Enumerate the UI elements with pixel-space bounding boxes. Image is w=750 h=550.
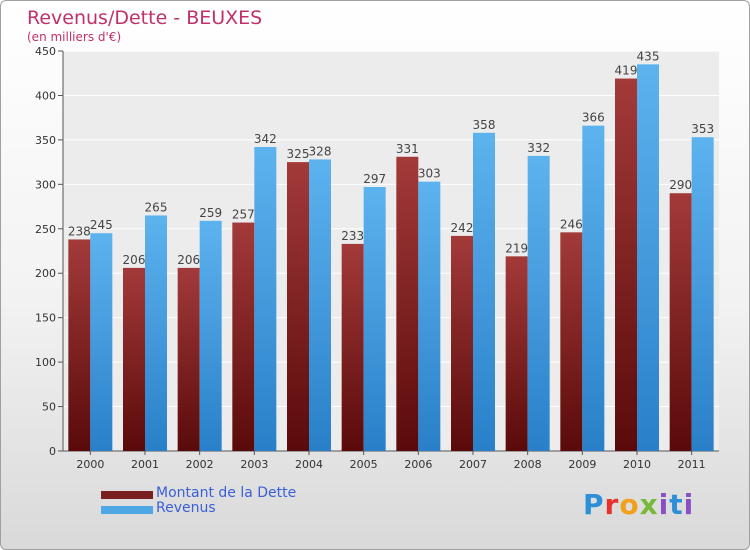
y-tick-label: 0 bbox=[49, 445, 56, 458]
y-tick-label: 200 bbox=[35, 267, 56, 280]
bar-revenus bbox=[145, 215, 167, 451]
data-label-revenus: 259 bbox=[199, 206, 222, 220]
bar-revenus bbox=[582, 125, 605, 452]
legend-label-revenus: Revenus bbox=[156, 500, 216, 516]
bar-revenus bbox=[309, 159, 331, 451]
data-label-dette: 257 bbox=[232, 208, 255, 222]
proxiti-logo: Proxiti bbox=[583, 488, 695, 521]
data-label-revenus: 342 bbox=[254, 132, 277, 146]
data-label-dette: 331 bbox=[396, 142, 419, 156]
bar-revenus bbox=[254, 147, 277, 451]
bar-dette bbox=[451, 235, 473, 451]
x-tick-label: 2005 bbox=[350, 458, 378, 471]
y-tick-label: 100 bbox=[35, 356, 56, 369]
x-tick-label: 2001 bbox=[131, 458, 159, 471]
y-tick-label: 50 bbox=[42, 401, 56, 414]
bar-dette bbox=[123, 267, 145, 451]
data-label-revenus: 328 bbox=[309, 144, 332, 158]
data-label-dette: 242 bbox=[451, 221, 474, 235]
data-label-dette: 419 bbox=[615, 64, 638, 78]
data-label-revenus: 358 bbox=[473, 118, 496, 132]
bar-revenus bbox=[691, 137, 714, 451]
bar-dette bbox=[505, 256, 528, 451]
data-label-dette: 206 bbox=[177, 253, 200, 267]
legend-label-dette: Montant de la Dette bbox=[156, 485, 297, 501]
data-label-dette: 290 bbox=[669, 178, 692, 192]
data-label-revenus: 297 bbox=[363, 172, 386, 186]
y-tick-label: 400 bbox=[35, 89, 56, 102]
bar-revenus bbox=[418, 181, 441, 451]
bar-revenus bbox=[90, 233, 113, 451]
plot-area bbox=[63, 51, 719, 451]
x-tick-label: 2006 bbox=[404, 458, 432, 471]
bar-dette bbox=[232, 222, 255, 451]
y-tick-label: 250 bbox=[35, 223, 56, 236]
bar-dette bbox=[396, 156, 419, 451]
data-label-dette: 246 bbox=[560, 217, 583, 231]
x-tick-label: 2002 bbox=[186, 458, 214, 471]
x-tick-label: 2008 bbox=[514, 458, 542, 471]
y-tick-label: 350 bbox=[35, 134, 56, 147]
x-tick-label: 2003 bbox=[240, 458, 268, 471]
bar-dette bbox=[560, 232, 583, 451]
data-label-revenus: 303 bbox=[418, 167, 441, 181]
data-label-dette: 233 bbox=[341, 229, 364, 243]
legend-swatch-dette bbox=[101, 491, 153, 499]
bar-revenus bbox=[199, 220, 222, 451]
chart-subtitle: (en milliers d'€) bbox=[27, 30, 122, 44]
bar-revenus bbox=[637, 64, 659, 452]
bar-revenus bbox=[473, 132, 495, 451]
data-label-revenus: 435 bbox=[637, 49, 660, 63]
data-label-revenus: 265 bbox=[145, 200, 168, 214]
bar-dette bbox=[615, 78, 637, 452]
bar-dette bbox=[68, 239, 91, 451]
data-label-dette: 206 bbox=[123, 253, 146, 267]
x-tick-label: 2004 bbox=[295, 458, 323, 471]
x-tick-label: 2000 bbox=[76, 458, 104, 471]
y-tick-label: 450 bbox=[35, 45, 56, 58]
x-tick-label: 2010 bbox=[623, 458, 651, 471]
y-tick-label: 150 bbox=[35, 312, 56, 325]
data-label-dette: 238 bbox=[68, 224, 91, 238]
bar-dette bbox=[287, 162, 309, 451]
data-label-dette: 219 bbox=[505, 241, 528, 255]
x-tick-label: 2009 bbox=[568, 458, 596, 471]
y-tick-label: 300 bbox=[35, 178, 56, 191]
data-label-dette: 325 bbox=[287, 147, 310, 161]
data-label-revenus: 366 bbox=[582, 111, 605, 125]
bar-dette bbox=[669, 193, 692, 451]
data-label-revenus: 353 bbox=[691, 122, 714, 136]
legend-swatch-revenus bbox=[101, 506, 153, 514]
bar-revenus bbox=[363, 187, 386, 451]
bar-dette bbox=[341, 243, 364, 451]
x-tick-label: 2007 bbox=[459, 458, 487, 471]
bar-dette bbox=[177, 267, 200, 451]
bar-revenus bbox=[527, 155, 550, 451]
chart-title: Revenus/Dette - BEUXES bbox=[27, 7, 263, 29]
data-label-revenus: 332 bbox=[527, 141, 550, 155]
data-label-revenus: 245 bbox=[90, 218, 113, 232]
x-tick-label: 2011 bbox=[678, 458, 706, 471]
